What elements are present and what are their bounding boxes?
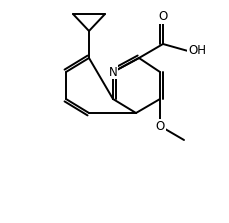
Text: OH: OH — [187, 45, 205, 58]
Text: N: N — [108, 66, 117, 78]
Text: O: O — [155, 120, 164, 132]
Text: O: O — [158, 10, 167, 23]
